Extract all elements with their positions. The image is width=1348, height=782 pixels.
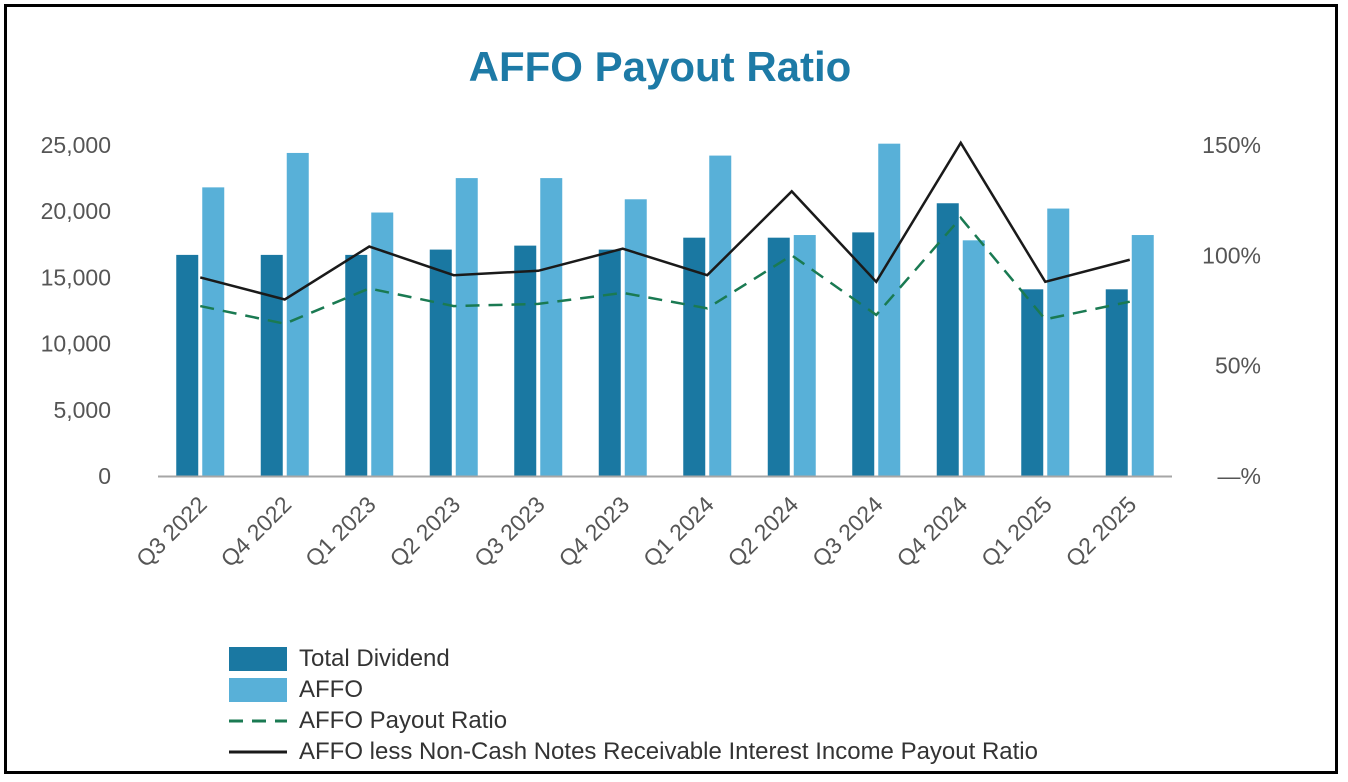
legend-label-affo-payout-ratio: AFFO Payout Ratio [299, 706, 508, 734]
legend-item-affo: AFFO [229, 674, 1038, 705]
bar-total-dividend [1021, 289, 1044, 476]
bar-total-dividend [852, 232, 875, 476]
bar-affo [540, 178, 563, 476]
chart-title: AFFO Payout Ratio [468, 43, 852, 90]
legend-swatch-affo [229, 677, 287, 702]
x-tick-label: Q4 2022 [215, 491, 296, 572]
legend-item-total-dividend: Total Dividend [229, 643, 1038, 674]
bar-total-dividend [936, 203, 959, 477]
x-tick-label: Q1 2025 [976, 491, 1057, 572]
left-tick-label: 0 [98, 463, 111, 489]
left-tick-label: 20,000 [41, 198, 111, 224]
legend-swatch-total-dividend [229, 646, 287, 671]
legend-swatch-affo-payout-ratio [229, 719, 287, 722]
left-tick-label: 5,000 [53, 397, 111, 423]
bar-affo [1047, 208, 1070, 476]
chart-svg: 0 5,000 10,000 15,000 20,000 25,000 —% 50% 100% 1… [41, 132, 1261, 572]
legend-label-affo-less-noncash: AFFO less Non-Cash Notes Receivable Inte… [299, 737, 1038, 765]
x-tick-label: Q2 2023 [384, 491, 465, 572]
legend-label-total-dividend: Total Dividend [299, 644, 450, 672]
left-tick-label: 25,000 [41, 132, 111, 158]
bar-affo [455, 178, 478, 476]
x-tick-label: Q1 2024 [638, 491, 719, 572]
x-tick-label: Q3 2024 [807, 491, 888, 572]
legend-item-affo-less-noncash: AFFO less Non-Cash Notes Receivable Inte… [229, 736, 1038, 767]
bar-affo [624, 199, 647, 476]
bar-affo [962, 240, 985, 476]
right-tick-label: 50% [1215, 353, 1261, 379]
right-tick-label: 100% [1202, 242, 1261, 268]
legend-item-affo-payout-ratio: AFFO Payout Ratio [229, 705, 1038, 736]
x-tick-label: Q4 2023 [553, 491, 634, 572]
bar-affo [202, 187, 225, 477]
bar-total-dividend [429, 249, 452, 476]
bar-total-dividend [767, 237, 790, 476]
bar-affo [371, 212, 394, 477]
left-tick-label: 10,000 [41, 331, 111, 357]
bar-total-dividend [1105, 289, 1128, 476]
x-tick-label: Q2 2025 [1060, 491, 1141, 572]
line-affo-payout-ratio [199, 215, 1131, 326]
legend-swatch-affo-less-noncash [229, 750, 287, 753]
x-tick-label: Q3 2023 [469, 491, 550, 572]
bar-affo [709, 155, 732, 477]
line-affo-less-noncash-payout-ratio [199, 140, 1131, 301]
x-tick-label: Q3 2022 [131, 491, 212, 572]
bar-affo [286, 152, 309, 476]
x-tick-label: Q2 2024 [722, 491, 803, 572]
right-tick-label: —% [1218, 463, 1261, 489]
bar-total-dividend [514, 245, 537, 476]
right-tick-label: 150% [1202, 132, 1261, 158]
chart-legend: Total Dividend AFFO AFFO Payout Ratio AF… [229, 643, 1038, 767]
x-tick-label: Q4 2024 [891, 491, 972, 572]
bar-total-dividend [345, 254, 368, 476]
bar-affo [878, 143, 901, 476]
chart-frame: 0 5,000 10,000 15,000 20,000 25,000 —% 50% 100% 1… [4, 4, 1338, 774]
bar-total-dividend [176, 254, 199, 476]
bar-total-dividend [683, 237, 706, 476]
x-tick-label: Q1 2023 [300, 491, 381, 572]
legend-label-affo: AFFO [299, 675, 363, 703]
bar-total-dividend [260, 254, 283, 476]
bar-affo [1131, 235, 1154, 476]
left-tick-label: 15,000 [41, 264, 111, 290]
bar-total-dividend [598, 249, 621, 476]
bar-affo [793, 235, 816, 476]
